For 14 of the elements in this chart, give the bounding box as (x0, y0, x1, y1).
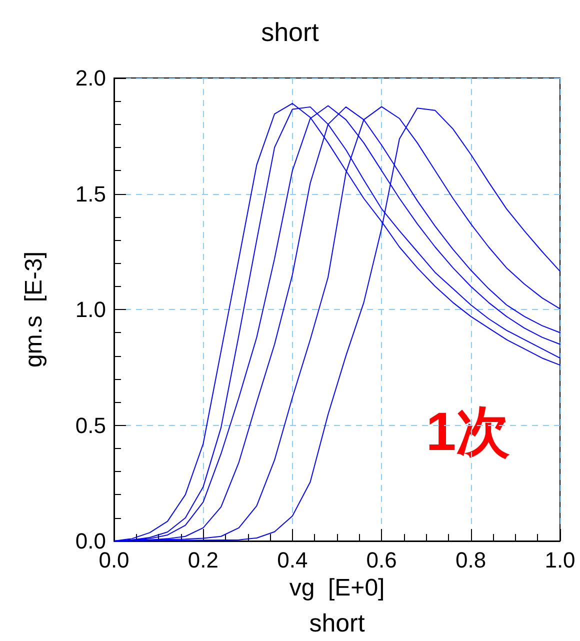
x-axis-title: vg [E+0] (289, 574, 385, 602)
x-tick-label: 0.8 (456, 548, 486, 572)
y-axis-title: gm.s [E-3] (20, 251, 48, 368)
y-tick-label: 2.0 (75, 66, 106, 90)
x-tick-label: 0.4 (277, 548, 308, 572)
x-tick-label: 0.2 (188, 548, 218, 572)
y-tick-label: 0.5 (75, 412, 106, 438)
text: short (309, 610, 365, 638)
annotation: 1次 (426, 402, 510, 462)
chart-title: short (261, 17, 320, 47)
y-tick-label: 1.5 (75, 181, 106, 206)
x-tick-label: 0.6 (366, 548, 397, 572)
x-tick-label: 1.0 (544, 548, 576, 572)
y-tick-label: 1.0 (75, 297, 106, 322)
